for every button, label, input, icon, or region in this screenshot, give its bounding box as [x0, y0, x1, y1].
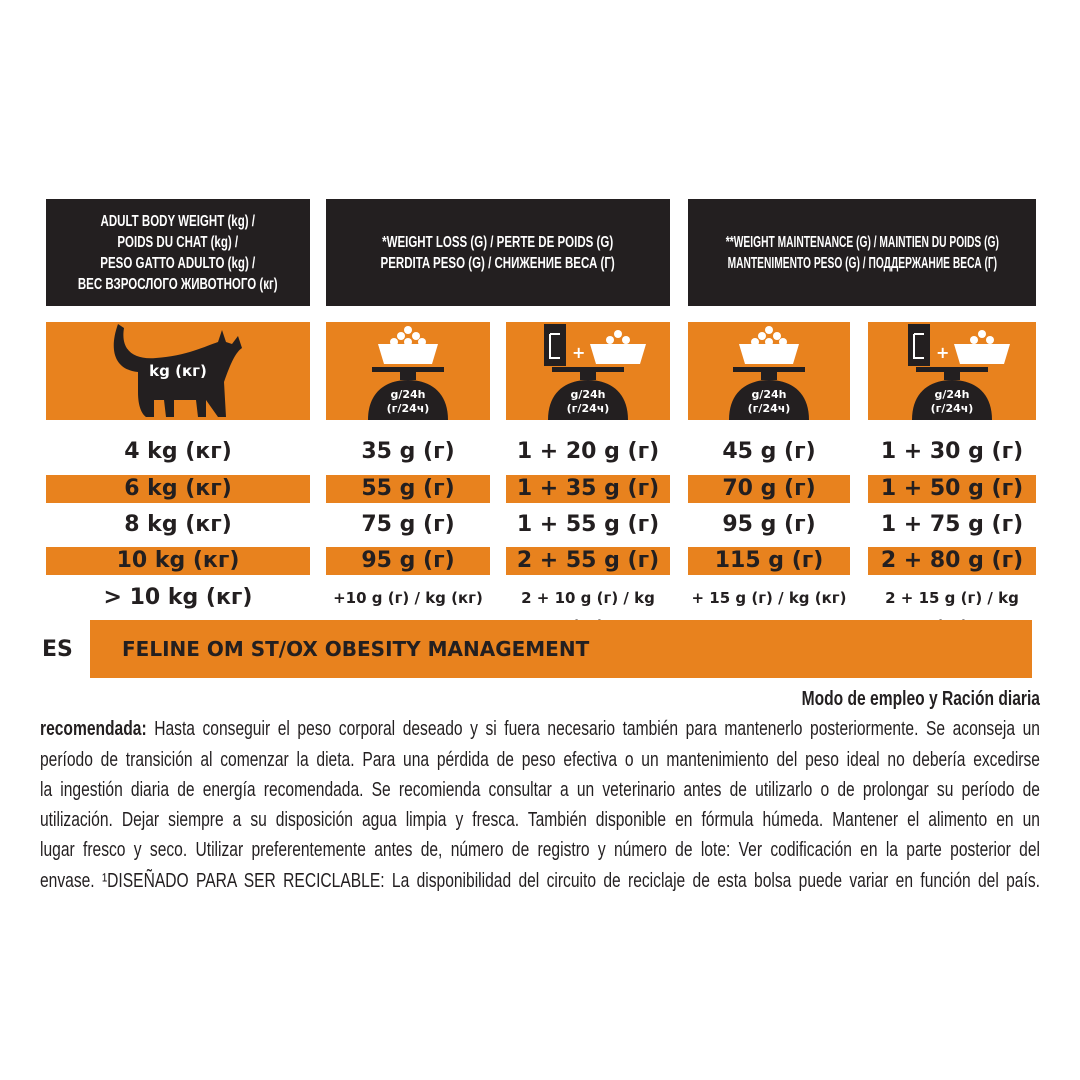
product-name: FELINE OM ST/OX OBESITY MANAGEMENT	[122, 637, 590, 661]
instructions-line: envase. ¹DISEÑADO PARA SER RECICLABLE: L…	[40, 869, 1040, 892]
weight-cell: 10 kg (кг)	[116, 548, 240, 573]
header-body-weight: ADULT BODY WEIGHT (kg) / POIDS DU CHAT (…	[46, 199, 310, 306]
wet-plus-dry-food-scale-icon: + g/24h (г/24ч)	[868, 322, 1036, 420]
scale-label: (г/24ч)	[567, 402, 610, 415]
amount-cell: 35 g (г)	[361, 439, 455, 464]
instructions-line: recomendada: Hasta conseguir el peso cor…	[40, 714, 1040, 744]
table-row: 8 kg (кг) 75 g (г) 1 + 55 g (г) 95 g (г) 1 +…	[0, 511, 1080, 539]
weight-cell: 8 kg (кг)	[124, 512, 232, 537]
amount-cell: 115 g (г)	[714, 548, 824, 573]
instructions-line: lugar fresco y seco. Utilizar preferente…	[40, 839, 1040, 862]
amount-cell: 95 g (г)	[722, 512, 816, 537]
header-line: MANTENIMENTO PESO (G) / ПОДДЕРЖАНИЕ ВЕСА…	[727, 254, 997, 272]
instructions-line-text: Hasta conseguir el peso corporal deseado…	[146, 718, 1040, 741]
amount-cell: 2 + 10 g (г) / kg (кг)	[521, 589, 655, 635]
row-highlight	[506, 547, 670, 575]
amount-cell: 1 + 50 g (г)	[880, 476, 1024, 501]
header-line: PERDITA PESO (G) / СНИЖЕНИЕ ВЕСА (Г)	[380, 254, 616, 272]
row-highlight	[688, 475, 850, 503]
amount-cell: +10 g (г) / kg (кг)	[333, 589, 483, 607]
header-weight-maintenance: **WEIGHT MAINTENANCE (G) / MAINTIEN DU P…	[688, 199, 1036, 306]
amount-cell: 45 g (г)	[722, 439, 816, 464]
table-row: > 10 kg (кг) +10 g (г) / kg (кг) 2 + 10 g …	[0, 584, 1080, 635]
header-line: POIDS DU CHAT (kg) /	[117, 233, 239, 251]
scale-label: g/24h	[390, 388, 425, 401]
header-line: **WEIGHT MAINTENANCE (G) / MAINTIEN DU P…	[725, 233, 999, 251]
amount-cell: 75 g (г)	[361, 512, 455, 537]
table-row: 10 kg (кг) 95 g (г) 2 + 55 g (г) 115 g (г) 2…	[0, 547, 1080, 575]
scale-label: g/24h	[751, 388, 786, 401]
amount-cell: 2 + 55 g (г)	[516, 548, 660, 573]
amount-cell: 1 + 75 g (г)	[880, 512, 1024, 537]
instructions-text: Modo de empleo y Ración diaria recomenda…	[40, 684, 1040, 896]
wet-plus-dry-food-scale-icon: + g/24h (г/24ч)	[506, 322, 670, 420]
instructions-line: utilización. Dejar siempre a su disposic…	[40, 809, 1040, 832]
header-line: ВЕС ВЗРОСЛОГО ЖИВОТНОГО (кг)	[78, 275, 278, 293]
scale-label: g/24h	[934, 388, 969, 401]
language-code: ES	[42, 637, 73, 662]
cat-label: kg (кг)	[149, 362, 207, 380]
row-highlight	[868, 475, 1036, 503]
row-highlight	[326, 547, 490, 575]
row-highlight	[868, 547, 1036, 575]
scale-label: g/24h	[570, 388, 605, 401]
cat-icon: kg (кг)	[113, 324, 242, 417]
instructions-line: período de transición al comenzar la die…	[40, 748, 1040, 771]
amount-cell: 1 + 55 g (г)	[516, 512, 660, 537]
weight-cell: > 10 kg (кг)	[103, 585, 253, 610]
header-line: PESO GATTO ADULTO (kg) /	[100, 254, 256, 272]
amount-cell: 2 + 15 g (г) / kg (кг)	[885, 589, 1019, 635]
scale-label: (г/24ч)	[748, 402, 791, 415]
dry-food-scale-icon: g/24h (г/24ч)	[688, 322, 850, 420]
cat-icon-cell: kg (кг)	[46, 322, 310, 420]
row-highlight	[46, 475, 310, 503]
amount-cell: 1 + 30 g (г)	[880, 439, 1024, 464]
instructions-line: la ingestión diaria de energía recomenda…	[40, 778, 1040, 801]
amount-cell: 1 + 20 g (г)	[516, 439, 660, 464]
table-row: 6 kg (кг) 55 g (г) 1 + 35 g (г) 70 g (г) 1 +…	[0, 475, 1080, 503]
row-highlight	[46, 547, 310, 575]
plus-sign: +	[936, 343, 949, 362]
plus-sign: +	[572, 343, 585, 362]
row-highlight	[326, 475, 490, 503]
amount-cell: + 15 g (г) / kg (кг)	[691, 589, 847, 607]
weight-cell: 6 kg (кг)	[124, 476, 232, 501]
amount-cell: 1 + 35 g (г)	[516, 476, 660, 501]
row-highlight	[688, 547, 850, 575]
instructions-lead: recomendada:	[40, 718, 147, 741]
amount-cell: 55 g (г)	[361, 476, 455, 501]
amount-cell: 2 + 80 g (г)	[880, 548, 1024, 573]
instructions-title: Modo de empleo y Ración diaria	[801, 688, 1040, 710]
scale-label: (г/24ч)	[931, 402, 974, 415]
header-line: ADULT BODY WEIGHT (kg) /	[100, 212, 256, 230]
amount-cell: 95 g (г)	[361, 548, 455, 573]
header-weight-loss: *WEIGHT LOSS (G) / PERTE DE POIDS (G) PE…	[326, 199, 670, 306]
header-line: *WEIGHT LOSS (G) / PERTE DE POIDS (G)	[382, 233, 614, 251]
scale-label: (г/24ч)	[387, 402, 430, 415]
dry-food-scale-icon: g/24h (г/24ч)	[326, 322, 490, 420]
table-row: 4 kg (кг) 35 g (г) 1 + 20 g (г) 45 g (г) 1 +…	[0, 438, 1080, 466]
amount-cell: 70 g (г)	[722, 476, 816, 501]
row-highlight	[506, 475, 670, 503]
weight-cell: 4 kg (кг)	[124, 439, 232, 464]
product-banner: FELINE OM ST/OX OBESITY MANAGEMENT	[90, 620, 1032, 678]
